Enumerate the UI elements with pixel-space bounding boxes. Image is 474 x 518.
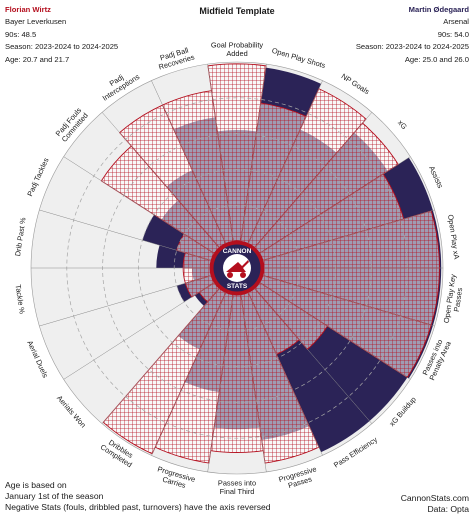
spoke-line [151, 292, 227, 456]
spoke-line [259, 282, 411, 380]
spoke-line [254, 112, 373, 248]
wirtz-series [100, 63, 440, 464]
label-goal-probability-added: Goal Probability Added [211, 40, 263, 57]
spoke-line [39, 209, 212, 261]
spoke-line [63, 156, 215, 254]
footer-credits: CannonStats.com Data: Opta [401, 493, 469, 515]
right-player-age: Age: 25.0 and 26.0 [404, 54, 469, 64]
label-assists: Assists [427, 165, 445, 190]
logo-top-text: CANNON [223, 248, 252, 255]
label-passes-into-final-third: Passes into Final Third [218, 478, 256, 495]
right-player-name: Martin Ødegaard [408, 5, 469, 14]
left-player-info: Florian Wirtz Bayer Leverkusen 90s: 48.5… [5, 4, 118, 66]
slice-bg-aerial-duels [39, 275, 215, 380]
footer-notes: Age is based on January 1st of the seaso… [5, 480, 271, 513]
spoke-line [63, 282, 215, 380]
label-drib-past: Drib Past % [13, 216, 28, 256]
left-player-season: Season: 2023-2024 to 2024-2025 [5, 42, 119, 52]
spoke-line [259, 156, 411, 254]
footer-line-2: January 1st of the season [5, 491, 104, 501]
spoke-line [254, 288, 373, 424]
label-open-play-key-passes: Open Play KeyPasses [442, 273, 466, 325]
spoke-line [207, 294, 234, 472]
logo-bottom-text: STATS [227, 283, 248, 290]
spoke-line [247, 292, 323, 456]
spoke-line [39, 275, 212, 327]
cannon-stats-logo: CANNON STATS [210, 241, 264, 295]
right-player-team: Arsenal [443, 17, 469, 27]
right-player-season: Season: 2023-2024 to 2024-2025 [355, 42, 469, 52]
spokes [31, 64, 443, 472]
spoke-line [207, 64, 234, 242]
slice-bg-tackle [31, 268, 212, 327]
spoke-line [101, 288, 220, 424]
spoke-line [262, 275, 435, 327]
left-player-age: Age: 20.7 and 21.7 [5, 54, 70, 64]
label-open-play-xa: Open Play xA [446, 214, 461, 260]
slice-bg-aerials-won [63, 282, 220, 424]
left-player-nineties: 90s: 48.5 [5, 29, 37, 39]
spoke-line [262, 209, 435, 261]
spoke-line [240, 294, 267, 472]
right-player-nineties: 90s: 54.0 [437, 29, 469, 39]
left-player-name: Florian Wirtz [5, 5, 51, 14]
footer-line-3: Negative Stats (fouls, dribbled past, tu… [5, 502, 271, 512]
label-tackle: Tackle % [14, 284, 27, 315]
chart-title: Midfield Template [199, 6, 275, 16]
footer-line-1: Age is based on [5, 480, 67, 490]
cannon-icon [226, 260, 249, 272]
left-player-team: Bayer Leverkusen [5, 17, 67, 27]
footer-site: CannonStats.com [400, 493, 469, 503]
spoke-line [247, 80, 323, 244]
footer-source: Data: Opta [427, 504, 469, 514]
label-xg: xG [396, 118, 409, 131]
spoke-line [151, 80, 227, 244]
right-player-info: Martin Ødegaard Arsenal 90s: 54.0 Season… [356, 4, 469, 66]
spoke-line [240, 64, 267, 242]
spoke-line [101, 112, 220, 248]
